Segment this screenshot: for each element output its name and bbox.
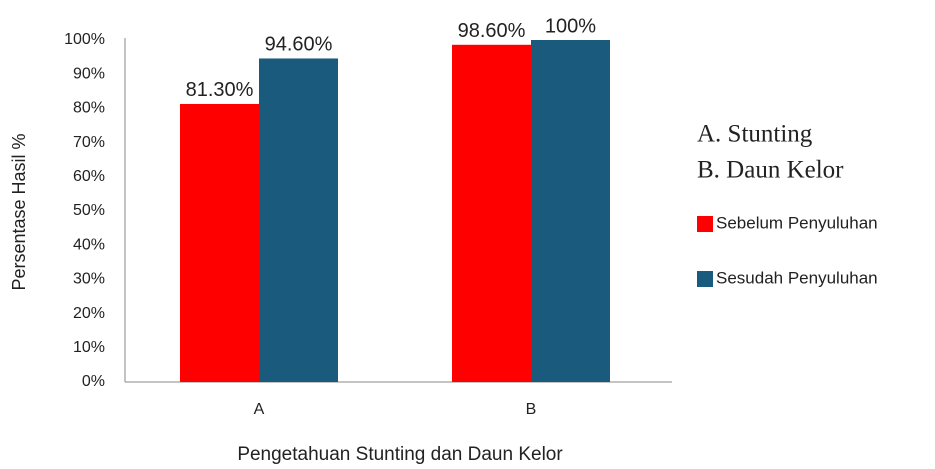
value-label: 98.60% (458, 20, 526, 42)
annotation: B. Daun Kelor (697, 157, 844, 184)
y-tick-label: 70% (73, 134, 105, 151)
legend-label: Sesudah Penyuluhan (716, 268, 878, 287)
annotation: A. Stunting (697, 121, 813, 148)
value-label: 100% (545, 15, 596, 37)
legend-swatch (697, 271, 713, 287)
y-tick-label: 30% (73, 271, 105, 288)
y-axis-title: Persentase Hasil % (9, 133, 29, 290)
y-tick-label: 100% (64, 31, 105, 48)
legend-label: Sebelum Penyuluhan (716, 213, 878, 232)
y-tick-label: 20% (73, 305, 105, 322)
y-tick-label: 90% (73, 65, 105, 82)
bar (259, 58, 338, 383)
y-tick-label: 60% (73, 168, 105, 185)
x-tick-label: B (526, 401, 537, 418)
y-tick-label: 0% (82, 373, 105, 390)
legend-swatch (697, 216, 713, 232)
value-label: 81.30% (186, 79, 254, 101)
x-tick-label: A (254, 401, 265, 418)
y-tick-label: 40% (73, 236, 105, 253)
y-tick-label: 10% (73, 339, 105, 356)
y-tick-label: 80% (73, 100, 105, 117)
bar (180, 103, 259, 382)
bar (452, 44, 531, 383)
value-label: 94.60% (265, 34, 333, 56)
bar (531, 40, 610, 382)
x-axis-title: Pengetahuan Stunting dan Daun Kelor (237, 444, 563, 465)
y-tick-label: 50% (73, 202, 105, 219)
